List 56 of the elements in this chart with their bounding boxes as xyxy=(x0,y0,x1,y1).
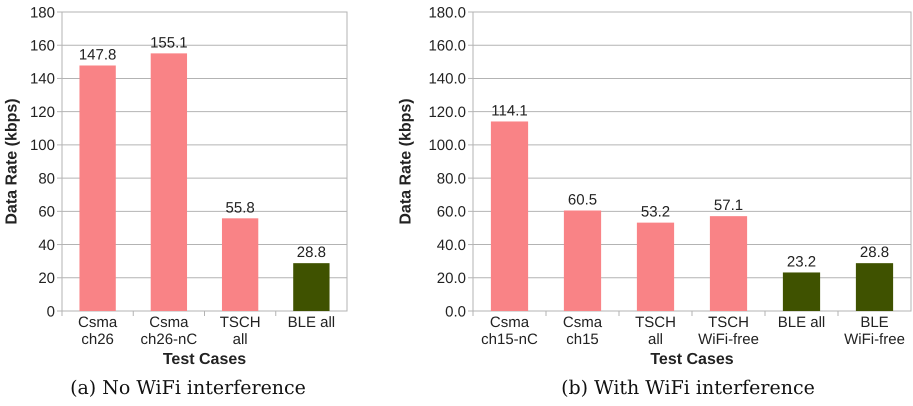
y-tick-label: 120.0 xyxy=(428,104,466,121)
y-tick-label: 60 xyxy=(38,204,55,221)
x-tick-label: BLE all xyxy=(288,314,336,331)
x-tick-label: Csma ch15 xyxy=(562,314,603,348)
x-tick-label: TSCH all xyxy=(635,314,676,348)
y-tick-label: 40.0 xyxy=(436,236,466,254)
x-axis-title: Test Cases xyxy=(650,351,734,368)
data-label: 28.8 xyxy=(296,244,326,262)
y-tick-label: 0 xyxy=(46,303,55,320)
y-tick-label: 40 xyxy=(38,236,55,254)
x-tick-label: TSCH all xyxy=(220,314,261,348)
bar xyxy=(856,263,894,311)
bar xyxy=(710,216,748,311)
y-tick-label: 180.0 xyxy=(428,4,466,22)
y-tick-label: 140 xyxy=(30,70,55,88)
x-tick-label: BLE all xyxy=(778,314,826,331)
bar xyxy=(636,222,674,311)
y-tick-label: 100 xyxy=(30,137,55,154)
data-label: 57.1 xyxy=(714,197,744,214)
data-label: 147.8 xyxy=(78,46,116,64)
bar xyxy=(782,272,820,311)
y-axis-title: Data Rate (kbps) xyxy=(4,98,20,225)
bar xyxy=(293,263,330,311)
data-label: 28.8 xyxy=(860,244,890,262)
y-tick-label: 180 xyxy=(30,4,55,22)
y-tick-label: 160 xyxy=(30,37,55,54)
y-axis-title: Data Rate (kbps) xyxy=(398,98,414,225)
y-tick-label: 0.0 xyxy=(445,303,466,320)
y-tick-label: 100.0 xyxy=(428,137,466,154)
x-tick-label: BLE WiFi-free xyxy=(844,314,905,348)
bar xyxy=(490,121,528,311)
x-tick-label: Csma ch26 xyxy=(78,314,118,348)
y-tick-label: 80 xyxy=(38,170,55,188)
data-label: 155.1 xyxy=(150,34,188,52)
y-tick-label: 120 xyxy=(30,104,55,121)
y-tick-label: 60.0 xyxy=(436,204,466,221)
y-tick-label: 80.0 xyxy=(436,170,466,188)
data-label: 23.2 xyxy=(786,253,816,270)
y-tick-label: 20 xyxy=(38,270,55,288)
text: (b) With WiFi interference xyxy=(561,377,815,399)
bar xyxy=(150,53,188,311)
data-label: 55.8 xyxy=(226,199,255,216)
data-label: 60.5 xyxy=(568,192,598,209)
y-tick-label: 140.0 xyxy=(428,70,466,88)
y-tick-label: 160.0 xyxy=(428,37,466,54)
bar xyxy=(222,218,258,311)
text: (a) No WiFi interference xyxy=(70,377,306,399)
x-tick-label: Csma ch15-nC xyxy=(481,314,538,348)
x-tick-label: Csma ch26-nC xyxy=(140,314,198,348)
x-axis-title: Test Cases xyxy=(162,351,246,368)
x-tick-label: TSCH WiFi-free xyxy=(698,314,759,348)
bar xyxy=(564,210,602,311)
data-label: 53.2 xyxy=(640,204,670,221)
data-label: 114.1 xyxy=(491,102,528,120)
y-tick-label: 20.0 xyxy=(436,270,466,288)
bar xyxy=(79,65,116,311)
